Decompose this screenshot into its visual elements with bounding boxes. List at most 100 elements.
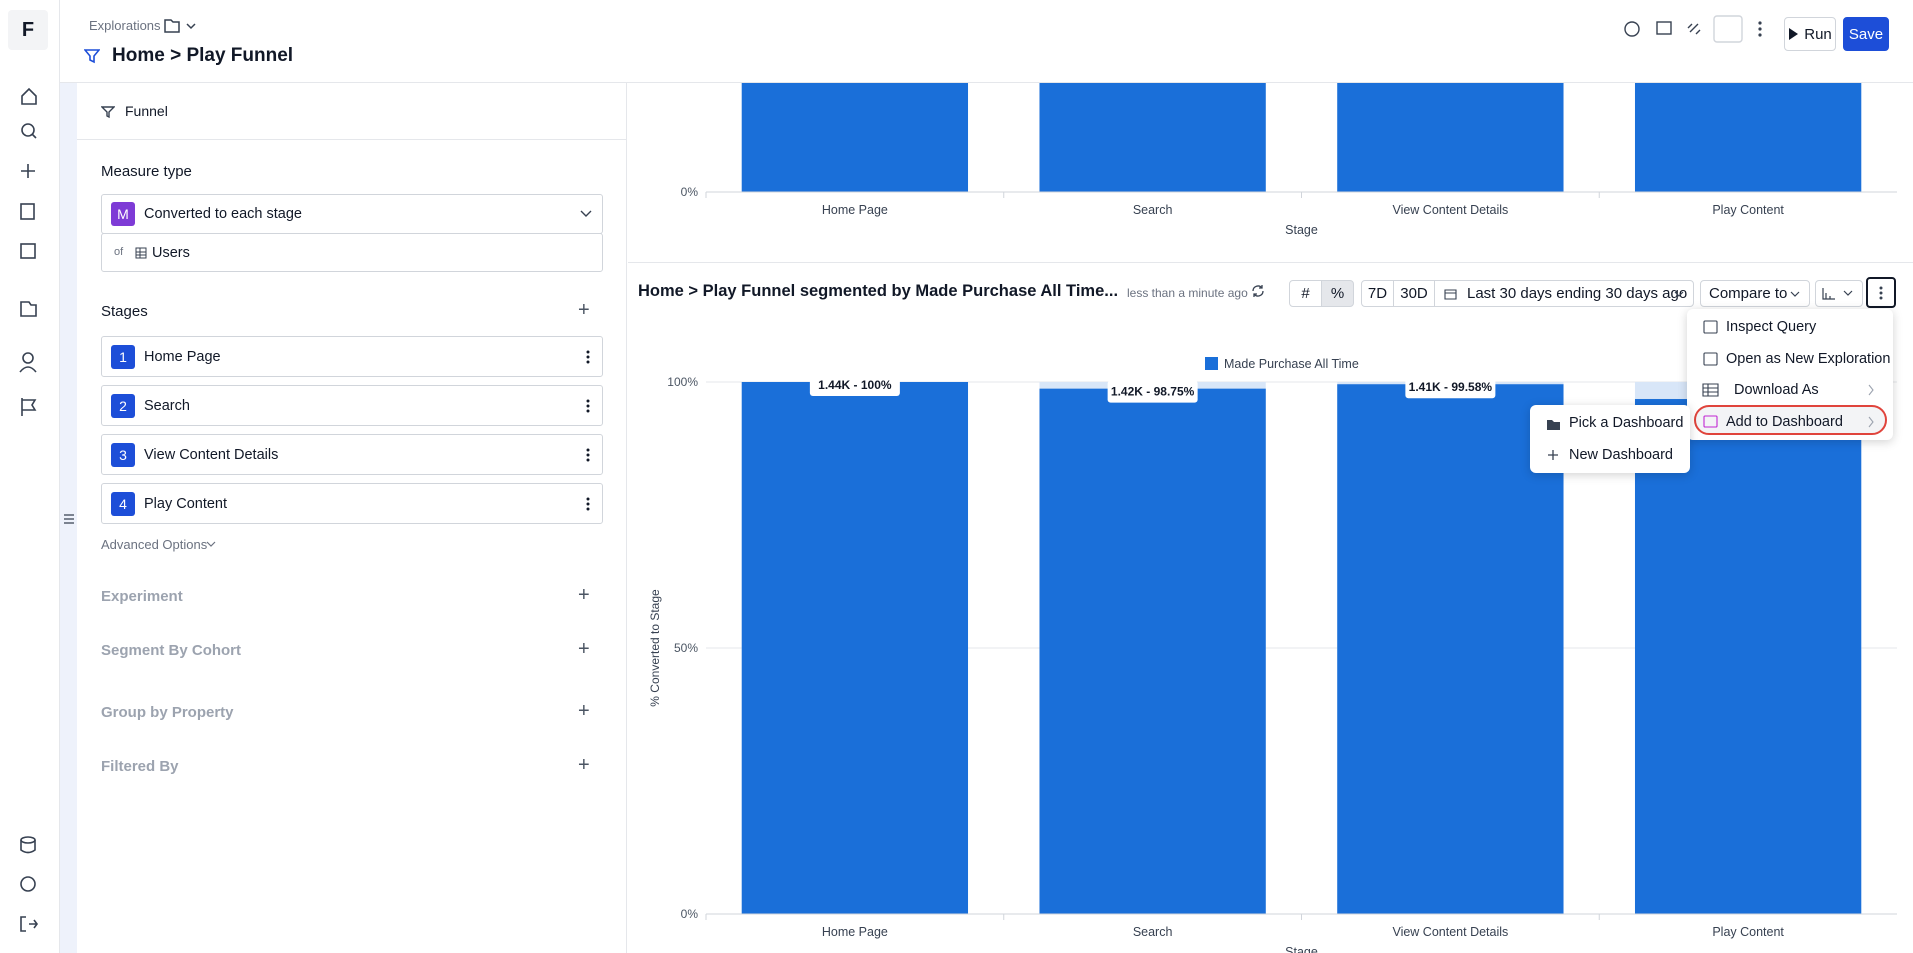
table-icon [135,247,147,259]
menu-item[interactable]: Add to Dashboard [1726,414,1843,430]
list-icon[interactable] [63,513,75,525]
bottom-chart: 0% 50% 100% Home Page 1.44K - 100% Search 1.42… [648,357,1897,953]
share-button[interactable] [1713,15,1743,43]
chart-title: Home > Play Funnel segmented by Made Pur… [638,282,1119,300]
folder-icon[interactable] [20,301,37,317]
help-button[interactable] [1624,21,1640,37]
x-tick-label: Play Content [1712,925,1784,939]
submenu-item[interactable]: New Dashboard [1569,447,1673,463]
dot [586,360,590,364]
compare-button[interactable]: Compare to [1700,280,1810,307]
measure-entity[interactable]: of Users [101,233,603,272]
period-button[interactable]: 7D [1361,280,1394,307]
dot [586,350,590,354]
funnel-icon [84,49,100,64]
section-title[interactable]: Segment By Cohort [101,642,242,659]
user-icon[interactable] [22,352,34,364]
stage-row[interactable]: 1 Home Page [101,336,603,377]
dot [586,409,590,413]
add-stage[interactable]: + [578,299,590,321]
folder-dropdown[interactable] [163,16,203,36]
dot [586,355,590,359]
stage-menu[interactable] [586,399,590,413]
stage-menu[interactable] [586,350,590,364]
save-button[interactable]: Save [1843,17,1889,51]
panel-title: Funnel [125,103,168,119]
date-range[interactable]: Last 30 days ending 30 days ago [1434,280,1694,307]
edit-icon[interactable] [20,203,35,220]
stage-menu[interactable] [586,448,590,462]
section-add[interactable]: + [578,754,590,776]
x-tick-label: Search [1133,925,1173,939]
stage-menu[interactable] [586,497,590,511]
chevron [1674,291,1684,297]
period-button[interactable]: 30D [1393,280,1435,307]
calendar-icon [1444,289,1457,300]
run-label: Run [1804,25,1832,43]
stages-label: Stages [101,303,148,320]
section-title[interactable]: Experiment [101,588,183,605]
bar [1634,399,1862,914]
stage-number: 2 [111,394,135,418]
bar [1039,388,1266,914]
menu-item[interactable]: Open as New Exploration [1726,351,1891,367]
add-icon[interactable] [21,164,35,178]
x-tick-label: Home Page [822,203,888,217]
section-add[interactable]: + [578,584,590,606]
chart-type-button[interactable] [1815,280,1863,307]
of-label: of [114,246,124,258]
bar [1337,384,1564,915]
link-button[interactable] [1687,23,1701,35]
dot [586,507,590,511]
percent-toggle[interactable]: % [1321,280,1354,307]
breadcrumb[interactable]: Explorations [89,18,161,33]
left-panel: Funnel Measure type M Converted to each … [77,83,627,953]
comment-button[interactable] [1656,21,1672,35]
more-button[interactable] [1866,277,1896,308]
measure-select[interactable]: M Converted to each stage [101,194,603,234]
stage-row[interactable]: 3 View Content Details [101,434,603,475]
chart-type-icon [1822,287,1853,300]
count-toggle[interactable]: # [1289,280,1322,307]
section-title[interactable]: Filtered By [101,758,179,775]
logo[interactable]: F [8,10,48,50]
search-icon[interactable] [21,123,35,137]
logout-icon[interactable] [20,916,38,932]
section-add[interactable]: + [578,638,590,660]
board-icon[interactable] [20,243,36,259]
flag-icon[interactable] [21,398,37,416]
y-axis-title: % Converted to Stage [648,589,662,707]
kebab-icon [1879,286,1883,299]
x-axis-title: Stage [1285,945,1318,953]
chevron [580,210,592,217]
database-icon[interactable] [20,836,36,844]
dot [586,399,590,403]
submenu-item[interactable]: Pick a Dashboard [1569,415,1684,431]
run-button[interactable]: Run [1784,17,1836,51]
bar [741,83,969,192]
stage-number: 3 [111,443,135,467]
section-add[interactable]: + [578,700,590,722]
measure-value: Converted to each stage [144,206,302,222]
help-icon[interactable] [20,876,36,892]
funnel-icon [101,106,115,119]
updated-time: less than a minute ago [1127,286,1248,300]
dot [586,502,590,506]
stage-row[interactable]: 4 Play Content [101,483,603,524]
menu-icons [1702,320,1874,428]
menu-item[interactable]: Download As [1734,382,1819,398]
bar [741,382,969,914]
bar [1634,83,1862,192]
menu-item[interactable]: Inspect Query [1726,319,1817,335]
divider [628,262,1913,263]
nav-icons [19,87,38,932]
chevron [1790,291,1800,297]
dot [586,404,590,408]
home-icon[interactable] [21,87,37,105]
refresh-button[interactable] [1250,283,1266,299]
stage-row[interactable]: 2 Search [101,385,603,426]
section-title[interactable]: Group by Property [101,704,234,721]
advanced-options[interactable]: Advanced Options [101,537,208,552]
stage-name: Play Content [144,496,228,512]
